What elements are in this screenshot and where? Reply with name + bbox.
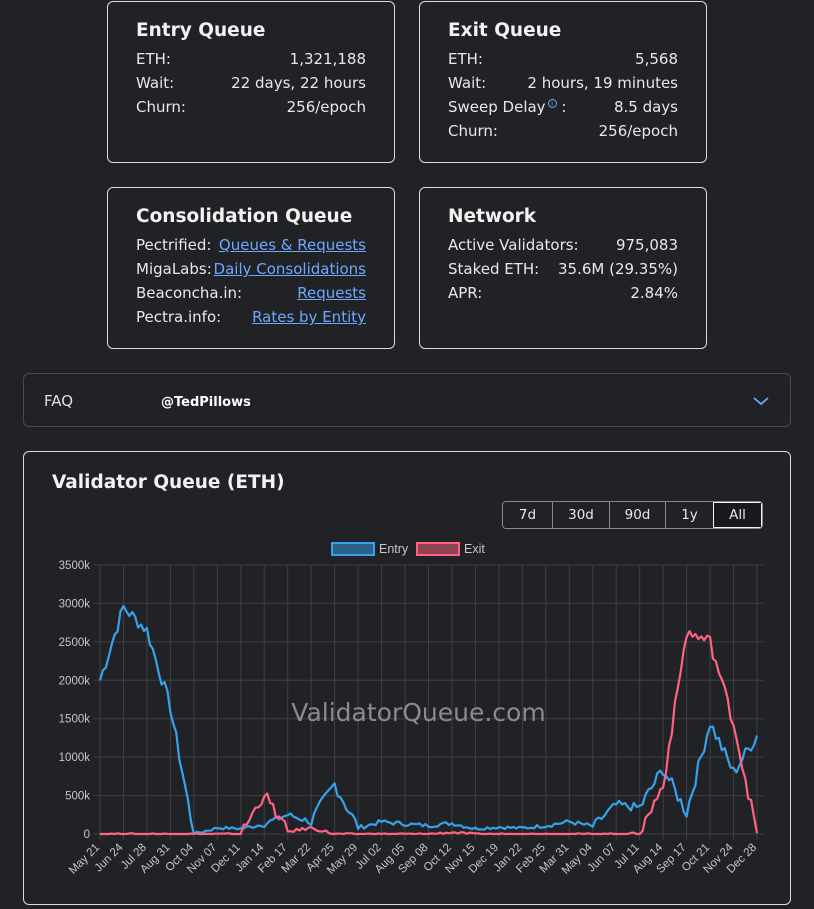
staked-eth-value: 35.6M (29.35%) — [557, 260, 678, 278]
exit-sweep-colon: : — [561, 98, 567, 116]
consolidation-queue-card: Consolidation Queue Pectrified: Queues &… — [107, 187, 395, 349]
range-button-group: 7d 30d 90d 1y All — [502, 501, 763, 529]
twitter-handle-watermark: @TedPillows — [161, 395, 251, 410]
network-apr-row: APR: 2.84% — [448, 284, 678, 308]
consolidation-pectra-row: Pectra.info: Rates by Entity — [136, 308, 366, 332]
pectra-info-label: Pectra.info: — [136, 308, 222, 326]
exit-queue-title: Exit Queue — [448, 20, 562, 41]
consolidation-beaconchain-row: Beaconcha.in: Requests — [136, 284, 366, 308]
network-card: Network Active Validators: 975,083 Stake… — [419, 187, 707, 349]
entry-churn-row: Churn: 256/epoch — [136, 98, 366, 122]
y-tick-label: 0 — [84, 829, 90, 841]
entry-eth-row: ETH: 1,321,188 — [136, 50, 366, 74]
entry-churn-value: 256/epoch — [286, 98, 366, 116]
entry-queue-title: Entry Queue — [136, 20, 266, 41]
migalabs-label: MigaLabs: — [136, 260, 212, 278]
exit-queue-card: Exit Queue ETH: 5,568 Wait: 2 hours, 19 … — [419, 1, 707, 163]
exit-sweep-value: 8.5 days — [613, 98, 678, 116]
range-all-button[interactable]: All — [713, 502, 762, 528]
exit-eth-value: 5,568 — [635, 50, 678, 68]
exit-churn-label: Churn: — [448, 122, 498, 140]
rates-by-entity-link[interactable]: Rates by Entity — [252, 308, 366, 326]
entry-eth-value: 1,321,188 — [289, 50, 366, 68]
apr-value: 2.84% — [630, 284, 678, 302]
entry-queue-card: Entry Queue ETH: 1,321,188 Wait: 22 days… — [107, 1, 395, 163]
entry-churn-label: Churn: — [136, 98, 186, 116]
y-tick-label: 2000k — [59, 675, 91, 687]
range-30d-button[interactable]: 30d — [552, 502, 609, 528]
entry-wait-row: Wait: 22 days, 22 hours — [136, 74, 366, 98]
exit-churn-value: 256/epoch — [598, 122, 678, 140]
pectrified-label: Pectrified: — [136, 236, 212, 254]
y-tick-label: 3500k — [59, 560, 91, 572]
y-tick-label: 1000k — [59, 752, 91, 764]
beaconcha-label: Beaconcha.in: — [136, 284, 243, 302]
consolidation-queue-title: Consolidation Queue — [136, 206, 353, 227]
entry-eth-label: ETH: — [136, 50, 171, 68]
exit-wait-label: Wait: — [448, 74, 487, 92]
exit-churn-row: Churn: 256/epoch — [448, 122, 678, 146]
consolidation-pectrified-row: Pectrified: Queues & Requests — [136, 236, 366, 260]
range-7d-button[interactable]: 7d — [503, 502, 552, 528]
y-tick-label: 2500k — [59, 637, 91, 649]
consolidation-migalabs-row: MigaLabs: Daily Consolidations — [136, 260, 366, 284]
chevron-down-icon[interactable] — [752, 392, 770, 410]
legend-label-exit: Exit — [464, 542, 485, 556]
active-validators-value: 975,083 — [615, 236, 678, 254]
info-icon[interactable]: i — [547, 99, 557, 108]
chart-watermark: ValidatorQueue.com — [291, 698, 545, 727]
faq-label: FAQ — [44, 392, 74, 410]
range-1y-button[interactable]: 1y — [665, 502, 713, 528]
y-tick-label: 3000k — [59, 598, 91, 610]
validator-queue-chart-card: Validator Queue (ETH) 7d 30d 90d 1y All … — [23, 451, 791, 905]
series-line-exit — [100, 630, 759, 836]
range-90d-button[interactable]: 90d — [609, 502, 665, 528]
y-tick-label: 1500k — [59, 714, 91, 726]
network-staked-row: Staked ETH: 35.6M (29.35%) — [448, 260, 678, 284]
requests-link[interactable]: Requests — [297, 284, 366, 302]
legend-label-entry: Entry — [379, 542, 409, 556]
daily-consolidations-link[interactable]: Daily Consolidations — [213, 260, 366, 278]
exit-wait-value: 2 hours, 19 minutes — [527, 74, 678, 92]
faq-accordion[interactable]: FAQ @TedPillows — [23, 373, 791, 427]
exit-eth-label: ETH: — [448, 50, 483, 68]
staked-eth-label: Staked ETH: — [448, 260, 540, 278]
series-line-entry — [98, 604, 759, 836]
queues-requests-link[interactable]: Queues & Requests — [218, 236, 366, 254]
exit-wait-row: Wait: 2 hours, 19 minutes — [448, 74, 678, 98]
network-title: Network — [448, 206, 537, 227]
network-validators-row: Active Validators: 975,083 — [448, 236, 678, 260]
exit-sweep-label-group: Sweep Delay i : — [448, 98, 566, 116]
entry-wait-label: Wait: — [136, 74, 175, 92]
chart-title: Validator Queue (ETH) — [52, 472, 285, 493]
legend-swatch-exit — [416, 542, 460, 556]
apr-label: APR: — [448, 284, 483, 302]
y-tick-label: 500k — [65, 791, 90, 803]
active-validators-label: Active Validators: — [448, 236, 579, 254]
exit-eth-row: ETH: 5,568 — [448, 50, 678, 74]
exit-sweep-label: Sweep Delay — [448, 98, 546, 116]
entry-wait-value: 22 days, 22 hours — [231, 74, 366, 92]
exit-sweep-row: Sweep Delay i : 8.5 days — [448, 98, 678, 122]
legend-swatch-entry — [331, 542, 375, 556]
